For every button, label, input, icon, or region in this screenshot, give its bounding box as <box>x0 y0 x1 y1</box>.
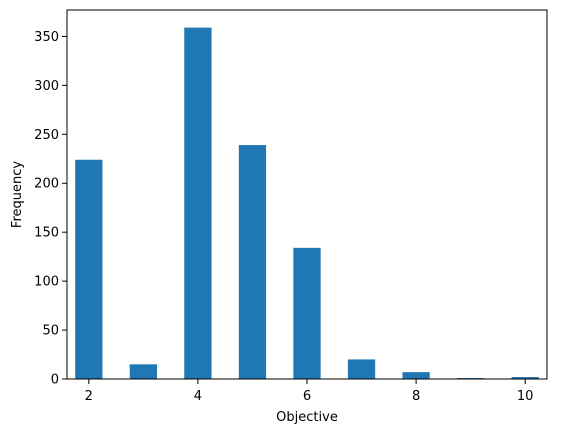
x-tick-label: 8 <box>412 389 420 404</box>
y-tick-label: 350 <box>34 30 59 45</box>
bar-3 <box>129 364 157 379</box>
x-tick-label: 10 <box>517 389 534 404</box>
bar-8 <box>402 372 430 379</box>
bar-2 <box>75 159 103 379</box>
y-axis-label: Frequency <box>10 161 25 228</box>
y-axis-ticks: 0 50 100 150 200 250 300 350 <box>34 30 67 388</box>
bar-5 <box>238 145 267 379</box>
bar-7 <box>347 359 376 379</box>
x-tick-label: 4 <box>194 389 202 404</box>
x-axis-ticks: 2 4 6 8 10 <box>85 379 534 404</box>
bar-4 <box>184 27 212 379</box>
bars-group <box>75 27 539 379</box>
y-tick-label: 250 <box>34 128 59 143</box>
y-tick-label: 0 <box>51 373 59 388</box>
y-tick-label: 50 <box>42 324 59 339</box>
bar-10 <box>511 377 539 379</box>
x-tick-label: 2 <box>85 389 93 404</box>
plot-frame <box>66 9 548 380</box>
y-tick-label: 100 <box>34 275 59 290</box>
y-tick-label: 300 <box>34 79 59 94</box>
x-tick-label: 6 <box>303 389 311 404</box>
y-tick-label: 150 <box>34 226 59 241</box>
x-axis-label: Objective <box>276 410 338 425</box>
y-tick-label: 200 <box>34 177 59 192</box>
bar-6 <box>293 247 321 379</box>
